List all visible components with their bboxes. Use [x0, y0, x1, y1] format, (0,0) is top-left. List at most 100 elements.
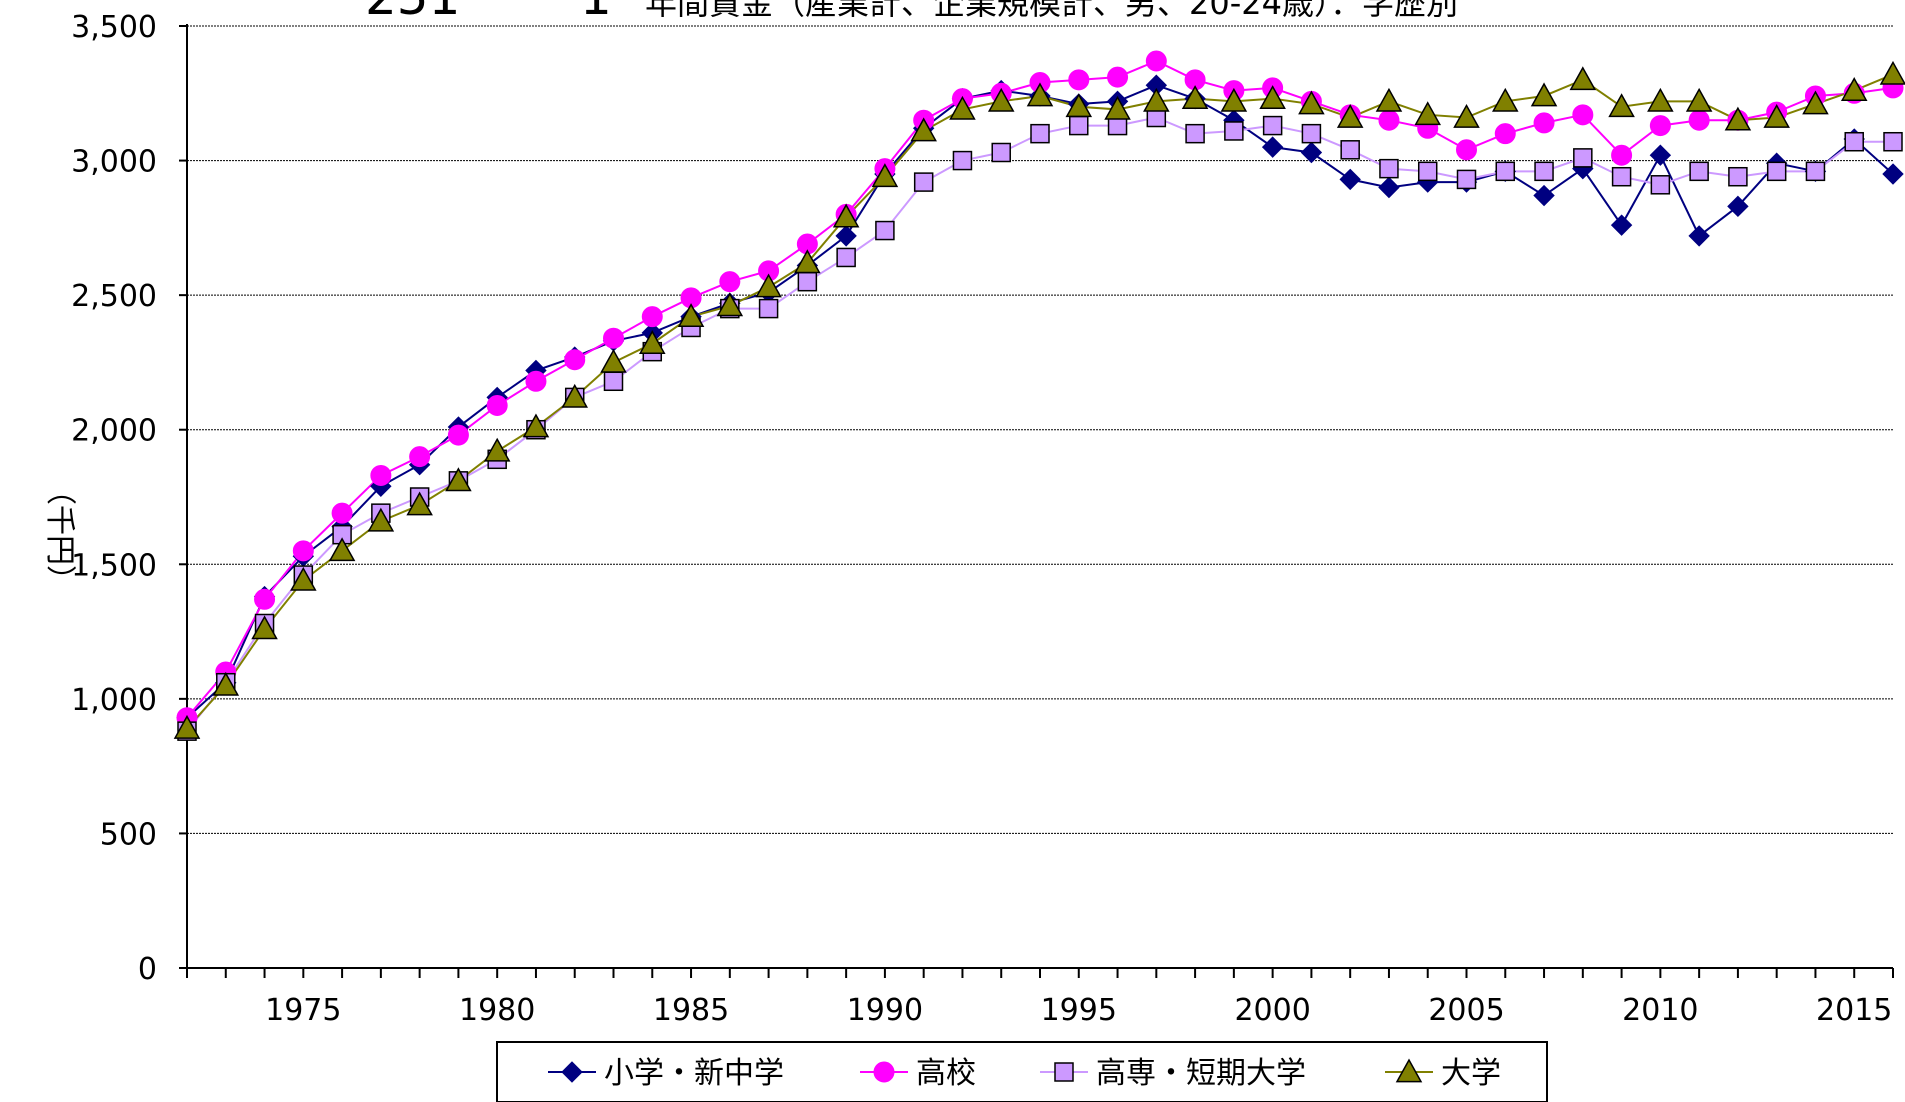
series-university-line	[186, 73, 1894, 730]
y-tick-label: 3,000	[71, 145, 157, 180]
series-university-point	[1647, 87, 1674, 112]
series-high-school-point	[1533, 112, 1555, 134]
gridlines	[187, 25, 1893, 834]
y-tick-label: 2,500	[71, 279, 157, 314]
series-university-point	[406, 491, 433, 516]
series-university-point	[638, 330, 666, 354]
series-technical-college-markers	[177, 107, 1903, 741]
series-university-point	[755, 273, 782, 298]
series-high-school-point	[1494, 123, 1516, 145]
series-high-school-point	[370, 464, 392, 486]
y-tick-label: 2,000	[71, 414, 157, 449]
series-junior-high-point	[835, 225, 857, 247]
series-university-point	[1879, 60, 1905, 85]
series-high-school-point	[447, 424, 469, 446]
series-university-point	[1375, 87, 1403, 112]
series-university-point	[949, 95, 976, 120]
series-technical-college-point	[1262, 115, 1283, 136]
series-university-point	[1724, 106, 1752, 131]
series-university-point	[677, 303, 705, 328]
series-junior-high-point	[1610, 214, 1633, 236]
series-lines	[186, 59, 1894, 732]
series-technical-college-point	[1379, 158, 1399, 179]
x-tick-label: 2000	[1234, 993, 1310, 1028]
series-technical-college-point	[1456, 169, 1477, 190]
series-high-school-point	[719, 271, 741, 293]
series-university-point	[173, 714, 201, 739]
series-university-point	[1530, 82, 1558, 107]
series-university-point	[794, 249, 821, 274]
series-high-school-point	[1572, 104, 1594, 126]
series-high-school-point	[1107, 66, 1129, 88]
series-technical-college-line	[186, 116, 1893, 732]
legend-item-technical-college: 高専・短期大学	[1040, 1056, 1306, 1091]
series-university-point	[1491, 87, 1519, 112]
x-tick-label: 2010	[1622, 993, 1698, 1028]
legend-box	[496, 1041, 1548, 1102]
series-high-school-point	[1611, 144, 1633, 166]
series-junior-high-point	[1649, 144, 1672, 166]
series-university-point	[561, 383, 589, 408]
series-university-point	[910, 117, 937, 142]
chart-title-text: 年間賃金（産業計、企業規模計、男、20-24歳）：学歴別	[645, 0, 1458, 22]
legend-label: 小学・新中学	[604, 1056, 784, 1091]
series-junior-high-point	[1339, 168, 1361, 191]
legend-item-university: 大学	[1385, 1056, 1501, 1091]
series-technical-college-point	[836, 247, 856, 268]
chart-title-marker: 1	[580, 0, 612, 26]
series-technical-college-point	[758, 298, 779, 319]
series-high-school-point	[1145, 50, 1167, 72]
series-university-point	[1840, 77, 1868, 101]
series-university-point	[1569, 66, 1597, 91]
series-university-point	[483, 437, 511, 462]
series-university-point	[832, 203, 860, 228]
series-technical-college-point	[991, 142, 1011, 163]
series-junior-high-point	[1688, 225, 1710, 247]
series-high-school-point	[254, 588, 276, 610]
legend: 小学・新中学 高校 高専・短期大学 大学	[496, 1041, 1548, 1102]
legend-label: 高校	[916, 1056, 976, 1091]
series-university-point	[1026, 82, 1054, 107]
series-high-school-point	[1068, 69, 1090, 91]
y-axis-label: （千円）	[42, 475, 77, 595]
series-technical-college-point	[1611, 166, 1632, 187]
series-high-school-point	[486, 394, 508, 416]
series-university-point	[1802, 90, 1829, 115]
legend-item-junior-high: 小学・新中学	[548, 1056, 784, 1091]
series-university-point	[445, 467, 472, 492]
series-high-school-point	[1649, 115, 1671, 137]
series-markers	[173, 50, 1905, 741]
x-tick-label: 1975	[265, 993, 341, 1028]
series-university-point	[1143, 87, 1170, 112]
axes	[179, 24, 1894, 978]
y-tick-label: 1,500	[71, 548, 157, 583]
series-technical-college-point	[1573, 148, 1593, 168]
series-university-point	[1453, 103, 1480, 128]
legend-marker	[1054, 1062, 1074, 1082]
series-university-point	[251, 615, 278, 640]
series-high-school-point	[525, 370, 547, 392]
series-high-school-point	[1456, 139, 1477, 161]
series-high-school-point	[409, 446, 431, 468]
series-high-school-line	[186, 59, 1894, 719]
series-university-point	[1414, 101, 1442, 126]
series-university-point	[290, 566, 317, 591]
series-technical-college-point	[1030, 123, 1050, 144]
series-university-point	[1608, 93, 1635, 118]
legend-marker	[1395, 1058, 1423, 1083]
series-high-school-point	[603, 327, 624, 349]
series-university-point	[600, 348, 627, 373]
series-technical-college-point	[1301, 123, 1322, 144]
series-technical-college-point	[1340, 140, 1360, 160]
series-technical-college-point	[1883, 131, 1903, 152]
series-junior-high-point	[1300, 141, 1323, 164]
series-high-school-point	[331, 502, 353, 524]
series-technical-college-point	[913, 172, 934, 192]
series-high-school-point	[1378, 109, 1400, 131]
x-tick-label: 1980	[459, 993, 535, 1028]
legend-marker	[561, 1061, 583, 1083]
series-university-point	[1763, 103, 1790, 128]
series-high-school-point	[1688, 109, 1710, 131]
chart-title-prefix: 251	[365, 0, 460, 26]
series-junior-high-point	[1533, 184, 1555, 207]
